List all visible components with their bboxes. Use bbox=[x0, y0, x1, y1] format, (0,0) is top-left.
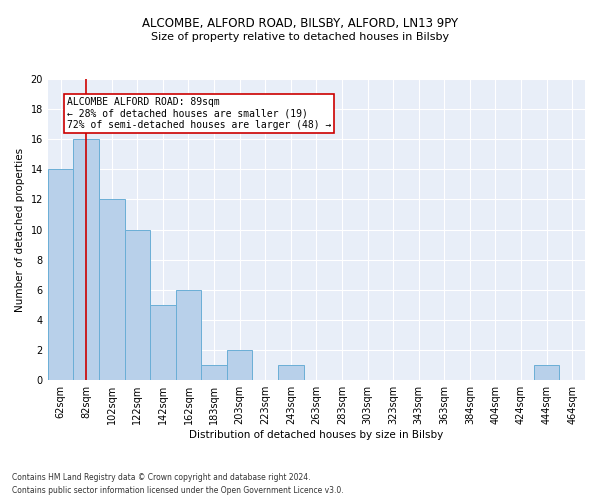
Text: ALCOMBE, ALFORD ROAD, BILSBY, ALFORD, LN13 9PY: ALCOMBE, ALFORD ROAD, BILSBY, ALFORD, LN… bbox=[142, 18, 458, 30]
Bar bbox=[99, 200, 125, 380]
Text: Size of property relative to detached houses in Bilsby: Size of property relative to detached ho… bbox=[151, 32, 449, 42]
Bar bbox=[534, 365, 559, 380]
Bar bbox=[176, 290, 201, 380]
Y-axis label: Number of detached properties: Number of detached properties bbox=[15, 148, 25, 312]
Text: ALCOMBE ALFORD ROAD: 89sqm
← 28% of detached houses are smaller (19)
72% of semi: ALCOMBE ALFORD ROAD: 89sqm ← 28% of deta… bbox=[67, 97, 331, 130]
Bar bbox=[278, 365, 304, 380]
Bar bbox=[150, 305, 176, 380]
Text: Contains HM Land Registry data © Crown copyright and database right 2024.: Contains HM Land Registry data © Crown c… bbox=[12, 472, 311, 482]
Bar bbox=[73, 139, 99, 380]
Text: Contains public sector information licensed under the Open Government Licence v3: Contains public sector information licen… bbox=[12, 486, 344, 495]
Bar bbox=[48, 170, 73, 380]
Bar bbox=[201, 365, 227, 380]
Bar bbox=[227, 350, 253, 380]
X-axis label: Distribution of detached houses by size in Bilsby: Distribution of detached houses by size … bbox=[189, 430, 443, 440]
Bar bbox=[125, 230, 150, 380]
